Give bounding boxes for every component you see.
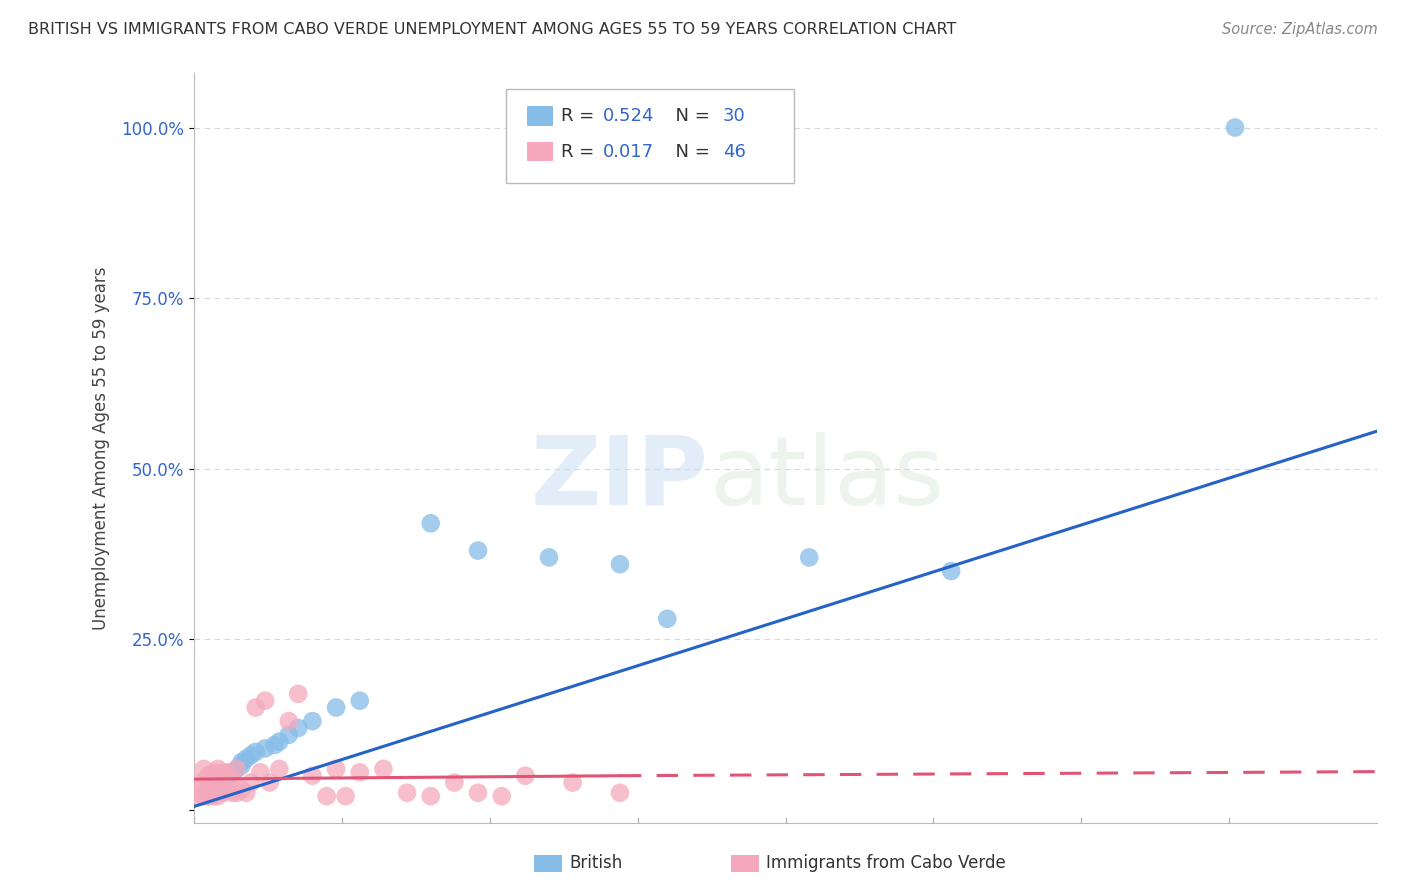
Point (207, 782, 229, 797)
Point (491, 789, 513, 804)
Point (187, 789, 209, 804)
Point (202, 765, 225, 780)
Point (207, 762, 229, 776)
Text: N =: N = (664, 143, 716, 161)
Point (277, 714, 299, 728)
Point (277, 728, 299, 742)
Point (197, 789, 219, 804)
Point (515, 769, 537, 783)
Point (211, 775, 233, 789)
Point (221, 786, 243, 800)
Point (467, 543, 489, 558)
Point (225, 762, 247, 776)
Point (245, 745, 267, 759)
Point (325, 700, 347, 714)
Y-axis label: Unemployment Among Ages 55 to 59 years: Unemployment Among Ages 55 to 59 years (93, 267, 110, 630)
Point (254, 741, 277, 756)
Text: N =: N = (664, 107, 716, 125)
Point (335, 789, 357, 804)
Point (239, 748, 262, 763)
Text: 0.524: 0.524 (603, 107, 655, 125)
Point (349, 694, 371, 708)
Text: ZIP: ZIP (531, 432, 709, 524)
Point (609, 558, 631, 572)
Point (254, 694, 277, 708)
Text: 0.017: 0.017 (603, 143, 654, 161)
Point (225, 762, 247, 776)
Text: R =: R = (561, 107, 600, 125)
Point (239, 775, 262, 789)
Text: BRITISH VS IMMIGRANTS FROM CABO VERDE UNEMPLOYMENT AMONG AGES 55 TO 59 YEARS COR: BRITISH VS IMMIGRANTS FROM CABO VERDE UN… (28, 22, 956, 37)
Point (217, 765, 239, 780)
Point (231, 782, 253, 797)
Point (245, 700, 267, 714)
Point (193, 779, 215, 793)
Text: 46: 46 (723, 143, 745, 161)
Point (217, 772, 239, 786)
Text: Immigrants from Cabo Verde: Immigrants from Cabo Verde (766, 855, 1007, 872)
Point (202, 789, 225, 804)
Point (193, 789, 215, 804)
Point (315, 789, 337, 804)
Text: 30: 30 (723, 107, 745, 125)
Point (287, 687, 309, 701)
Point (561, 775, 583, 789)
Point (197, 779, 219, 793)
Point (325, 762, 347, 776)
Point (217, 769, 239, 783)
Point (202, 786, 225, 800)
Point (207, 789, 229, 804)
Point (467, 786, 489, 800)
Point (259, 775, 281, 789)
Point (221, 772, 243, 786)
Point (211, 779, 233, 793)
Point (202, 779, 225, 793)
Point (609, 786, 631, 800)
Point (419, 516, 441, 531)
Point (211, 786, 233, 800)
Point (396, 786, 419, 800)
Point (349, 765, 371, 780)
Point (249, 765, 271, 780)
Point (197, 789, 219, 804)
Point (443, 775, 465, 789)
Point (235, 752, 257, 766)
Point (207, 775, 229, 789)
Point (939, 564, 962, 578)
Point (187, 775, 209, 789)
Point (197, 769, 219, 783)
Text: atlas: atlas (709, 432, 943, 524)
Point (419, 789, 441, 804)
Text: R =: R = (561, 143, 600, 161)
Point (657, 612, 679, 626)
Point (301, 714, 323, 728)
Text: Source: ZipAtlas.com: Source: ZipAtlas.com (1222, 22, 1378, 37)
Point (263, 738, 285, 752)
Point (231, 758, 253, 772)
Point (231, 755, 253, 769)
Point (799, 550, 821, 565)
Point (269, 762, 291, 776)
Point (193, 762, 215, 776)
Point (287, 721, 309, 735)
Point (269, 734, 291, 748)
Point (225, 786, 247, 800)
Point (373, 762, 395, 776)
Text: British: British (569, 855, 623, 872)
Point (537, 550, 560, 565)
Point (221, 765, 243, 780)
Point (235, 786, 257, 800)
Point (217, 782, 239, 797)
Point (1223, 120, 1246, 135)
Point (211, 765, 233, 780)
Point (301, 769, 323, 783)
